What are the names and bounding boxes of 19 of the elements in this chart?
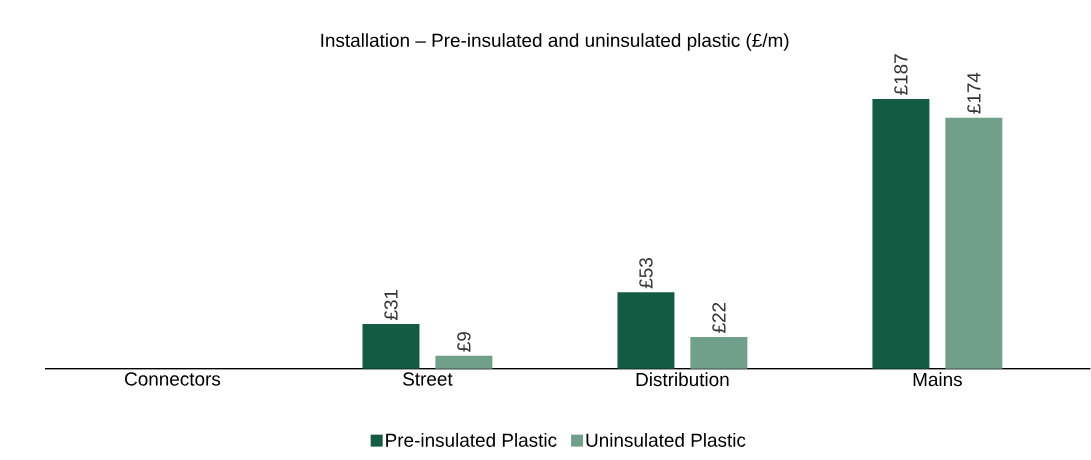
bar [690, 337, 748, 369]
bar [945, 117, 1003, 369]
data-label: £31 [384, 290, 398, 321]
legend-label: Pre-insulated Plastic [386, 433, 557, 448]
bar [872, 99, 930, 369]
x-tick-label: Distribution [636, 372, 729, 387]
data-label: £53 [639, 258, 653, 289]
chart-title: Installation – Pre-insulated and uninsulated plastic (£/m) [321, 33, 789, 51]
x-tick-label: Connectors [125, 372, 221, 386]
x-tick-label: Street [403, 372, 453, 386]
bar [362, 324, 420, 369]
data-label: £22 [712, 303, 726, 334]
x-tick-label: Mains [913, 372, 962, 387]
bar [435, 355, 493, 369]
legend-label: Uninsulated Plastic [586, 433, 746, 448]
data-label: £187 [894, 54, 908, 96]
data-label: £174 [967, 72, 981, 114]
bar [617, 292, 675, 369]
data-label: £9 [457, 332, 471, 352]
